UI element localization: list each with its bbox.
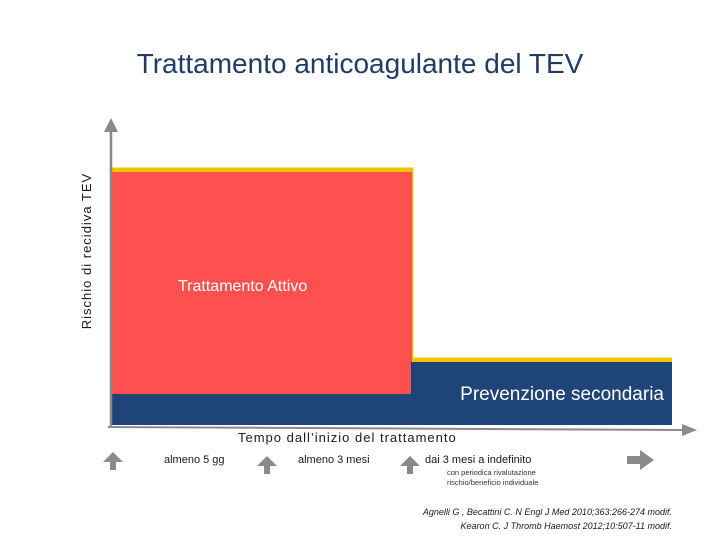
diagram-title: Trattamento anticoagulante del TEV xyxy=(136,48,584,79)
reference-item: Agnelli G , Becattini C. N Engl J Med 20… xyxy=(422,507,672,517)
marker-arrow-up-icon xyxy=(103,452,123,470)
marker-arrow-up-icon xyxy=(400,456,420,474)
marker-arrow-up-icon xyxy=(257,456,277,474)
active-treatment-block xyxy=(112,172,412,394)
marker-arrow-right-icon xyxy=(627,450,654,470)
secondary-prevention-block xyxy=(411,362,672,425)
x-axis-line xyxy=(107,426,685,431)
marker-label-5-days: almeno 5 gg xyxy=(164,454,225,466)
active-treatment-label: Trattamento Attivo xyxy=(178,278,307,295)
y-axis-arrowhead-icon xyxy=(104,118,118,132)
secondary-prevention-band-left xyxy=(112,394,412,425)
marker-note-indefinite: con periodica rivalutazione rischio/bene… xyxy=(447,468,539,487)
marker-label-3-months: almeno 3 mesi xyxy=(298,454,370,466)
marker-label-indefinite: dai 3 mesi a indefinito xyxy=(425,454,532,466)
secondary-prevention-label: Prevenzione secondaria xyxy=(460,384,664,405)
x-axis-label: Tempo dall’inizio del trattamento xyxy=(238,430,457,445)
x-axis-arrowhead-icon xyxy=(682,424,697,436)
references: Agnelli G , Becattini C. N Engl J Med 20… xyxy=(380,505,672,533)
reference-item: Kearon C. J Thromb Haemost 2012;10:507-1… xyxy=(460,521,672,531)
